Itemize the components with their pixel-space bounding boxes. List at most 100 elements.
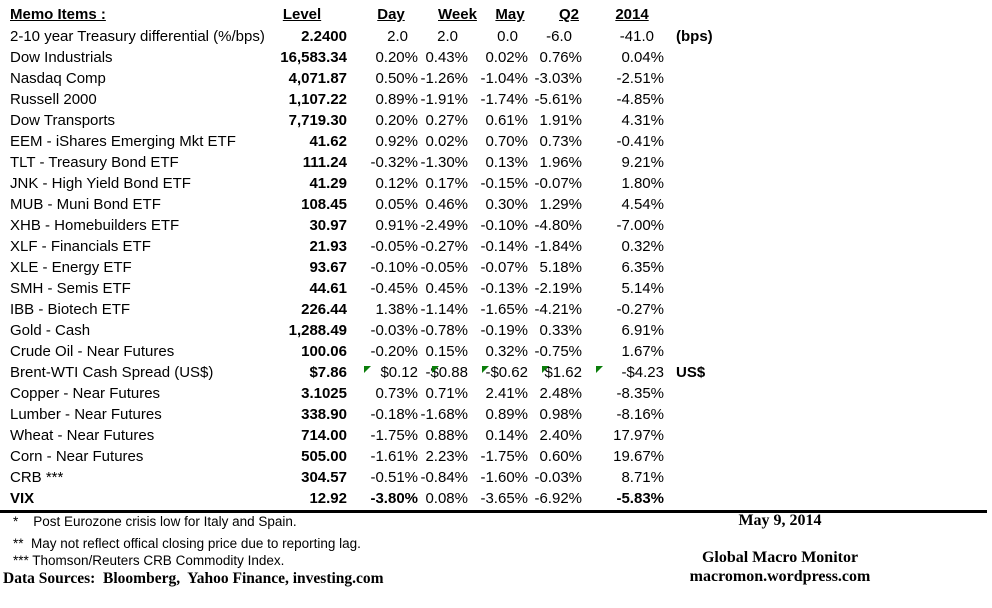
level-value: 3.1025 xyxy=(301,385,347,402)
level-value: 2.2400 xyxy=(301,28,347,45)
q2-value: -6.0 xyxy=(546,28,572,45)
may-value: -$0.62 xyxy=(468,364,528,381)
day-value: 0.50% xyxy=(375,70,418,87)
q2-value: 1.96% xyxy=(539,154,582,171)
week-value: 2.0 xyxy=(437,28,458,45)
comment-flag-icon xyxy=(432,366,439,373)
level-value: 41.29 xyxy=(309,175,347,192)
table-row: Russell 2000 1,107.22 0.89% -1.91% -1.74% -5.… xyxy=(0,89,987,110)
y2014-value: -8.35% xyxy=(616,385,664,402)
level-value: 16,583.34 xyxy=(280,49,347,66)
table-row: Dow Industrials 16,583.34 0.20% 0.43% 0.02% 0… xyxy=(0,47,987,68)
level-value: 44.61 xyxy=(309,280,347,297)
week-value: 0.02% xyxy=(425,133,468,150)
row-label: XLE - Energy ETF xyxy=(10,259,132,276)
table-row: 2-10 year Treasury differential (%/bps) 2… xyxy=(0,26,987,47)
level-value: 304.57 xyxy=(301,469,347,486)
column-header-day: Day xyxy=(377,6,405,23)
table-row: SMH - Semis ETF 44.61 -0.45% 0.45% -0.13% -2.… xyxy=(0,278,987,299)
q2-value: -2.19% xyxy=(534,280,582,297)
week-value: -1.91% xyxy=(420,91,468,108)
day-value: 1.38% xyxy=(375,301,418,318)
row-label: EEM - iShares Emerging Mkt ETF xyxy=(10,133,236,150)
week-value: -1.14% xyxy=(420,301,468,318)
day-value: -0.32% xyxy=(370,154,418,171)
week-value: 2.23% xyxy=(425,448,468,465)
q2-value: -0.03% xyxy=(534,469,582,486)
may-value: -0.19% xyxy=(480,322,528,339)
q2-value: -3.03% xyxy=(534,70,582,87)
day-value: -0.10% xyxy=(370,259,418,276)
report-date: May 9, 2014 xyxy=(738,512,822,529)
q2-value: $1.62 xyxy=(528,364,582,381)
level-value: 226.44 xyxy=(301,301,347,318)
data-sources-line: Data Sources: Bloomberg, Yahoo Finance, … xyxy=(3,570,384,587)
week-value: 0.45% xyxy=(425,280,468,297)
q2-value: -1.84% xyxy=(534,238,582,255)
may-value: 2.41% xyxy=(485,385,528,402)
q2-value: 0.76% xyxy=(539,49,582,66)
y2014-value: -2.51% xyxy=(616,70,664,87)
q2-value: -5.61% xyxy=(534,91,582,108)
level-value: 93.67 xyxy=(309,259,347,276)
table-row: Corn - Near Futures 505.00 -1.61% 2.23% -1.7… xyxy=(0,446,987,467)
level-value: 108.45 xyxy=(301,196,347,213)
level-value: 12.92 xyxy=(309,490,347,507)
y2014-value: 1.67% xyxy=(621,343,664,360)
row-label: TLT - Treasury Bond ETF xyxy=(10,154,179,171)
may-value: -1.75% xyxy=(480,448,528,465)
may-value: 0.61% xyxy=(485,112,528,129)
level-value: 4,071.87 xyxy=(288,70,347,87)
may-value: -0.07% xyxy=(480,259,528,276)
day-value: 0.20% xyxy=(375,112,418,129)
level-value: 1,288.49 xyxy=(288,322,347,339)
may-value: 0.32% xyxy=(485,343,528,360)
may-value: -3.65% xyxy=(480,490,528,507)
table-row: Crude Oil - Near Futures 100.06 -0.20% 0.15… xyxy=(0,341,987,362)
day-value: -0.05% xyxy=(370,238,418,255)
day-value: 0.92% xyxy=(375,133,418,150)
table-title: Memo Items : xyxy=(0,6,270,23)
row-label: 2-10 year Treasury differential (%/bps) xyxy=(10,28,265,45)
table-row: XLF - Financials ETF 21.93 -0.05% -0.27% -0.… xyxy=(0,236,987,257)
level-value: 505.00 xyxy=(301,448,347,465)
comment-flag-icon xyxy=(364,366,371,373)
level-value: 21.93 xyxy=(309,238,347,255)
column-header-may: May xyxy=(495,6,525,23)
row-label: Copper - Near Futures xyxy=(10,385,161,402)
y2014-value: -8.16% xyxy=(616,406,664,423)
may-value: 0.70% xyxy=(485,133,528,150)
table-row: JNK - High Yield Bond ETF 41.29 0.12% 0.17%… xyxy=(0,173,987,194)
week-value: 0.71% xyxy=(425,385,468,402)
may-value: -0.13% xyxy=(480,280,528,297)
table-row: IBB - Biotech ETF 226.44 1.38% -1.14% -1.65%… xyxy=(0,299,987,320)
y2014-value: 6.35% xyxy=(621,259,664,276)
week-value: -0.78% xyxy=(420,322,468,339)
week-value: -2.49% xyxy=(420,217,468,234)
level-value: 111.24 xyxy=(302,154,347,171)
table-row: Wheat - Near Futures 714.00 -1.75% 0.88% 0.1… xyxy=(0,425,987,446)
table-row: VIX 12.92 -3.80% 0.08% -3.65% -6.92% -5.83% xyxy=(0,488,987,509)
row-label: Wheat - Near Futures xyxy=(10,427,155,444)
y2014-value: -7.00% xyxy=(616,217,664,234)
table-header-row: Memo Items : Level Day Week May Q2 2014 xyxy=(0,3,987,26)
day-value: 0.05% xyxy=(375,196,418,213)
table-row: CRB *** 304.57 -0.51% -0.84% -1.60% -0.03% 8.7… xyxy=(0,467,987,488)
may-value: 0.0 xyxy=(497,28,518,45)
q2-value: -4.21% xyxy=(534,301,582,318)
day-value: -0.45% xyxy=(370,280,418,297)
row-label: Russell 2000 xyxy=(10,91,97,108)
row-label: CRB *** xyxy=(10,469,64,486)
y2014-value: -$4.23 xyxy=(582,364,664,381)
footnote-1: * Post Eurozone crisis low for Italy and… xyxy=(13,514,297,529)
publication-title: Global Macro Monitor xyxy=(701,549,859,566)
row-label: JNK - High Yield Bond ETF xyxy=(10,175,191,192)
day-value: 2.0 xyxy=(387,28,408,45)
memo-items-table: Memo Items : Level Day Week May Q2 2014 … xyxy=(0,3,987,513)
week-value: 0.88% xyxy=(425,427,468,444)
may-value: -1.04% xyxy=(480,70,528,87)
level-value: 7,719.30 xyxy=(288,112,347,129)
y2014-value: -4.85% xyxy=(616,91,664,108)
week-value: 0.43% xyxy=(425,49,468,66)
